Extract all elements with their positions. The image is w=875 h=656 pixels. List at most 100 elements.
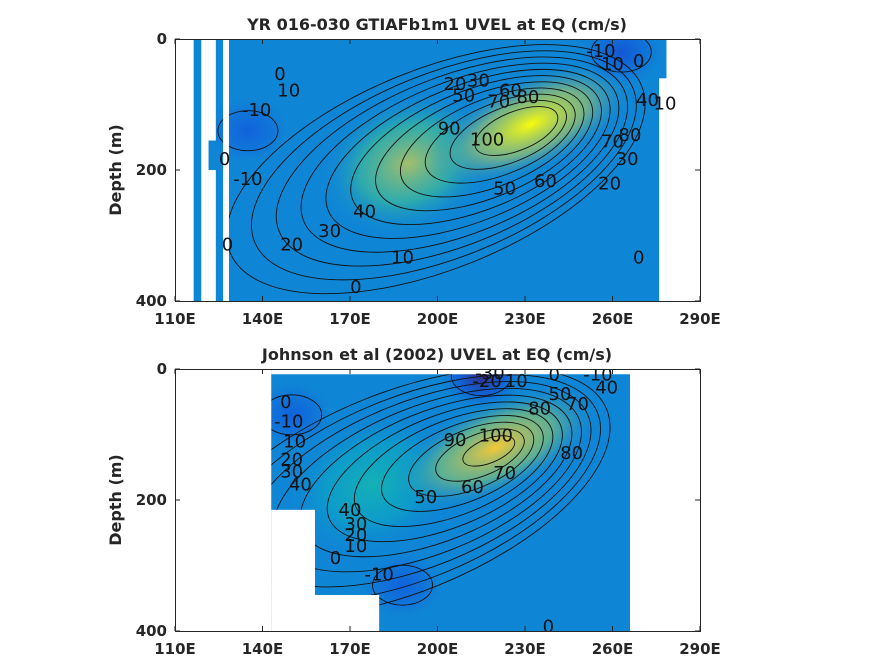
contour-label: 70 <box>601 131 624 152</box>
contour-label: 30 <box>280 461 303 482</box>
x-tick-label: 230E <box>504 640 546 656</box>
no-data-mask <box>271 369 630 375</box>
contour-label: 20 <box>280 450 303 471</box>
field-region <box>429 62 633 187</box>
contour-line <box>424 93 576 184</box>
contour-label: 90 <box>444 430 467 451</box>
contour-label: 50 <box>452 86 475 107</box>
contour-label: 30 <box>318 221 341 242</box>
chart-title: Johnson et al (2002) UVEL at EQ (cm/s) <box>261 345 612 364</box>
x-tick-label: 290E <box>679 640 721 656</box>
contour-label: 10 <box>283 431 306 452</box>
contour-label: -10 <box>274 412 303 433</box>
contour-label: 60 <box>534 171 557 192</box>
contour-label: 20 <box>280 234 303 255</box>
contour-line <box>350 75 602 226</box>
x-tick-label: 260E <box>592 640 634 656</box>
contour-label: 50 <box>549 384 572 405</box>
y-axis-label: Depth (m) <box>106 454 125 546</box>
x-tick-label: 170E <box>329 310 371 328</box>
x-tick-label: 230E <box>504 310 546 328</box>
contour-label: 0 <box>548 365 559 386</box>
x-tick-label: 140E <box>242 310 284 328</box>
contour-label: 20 <box>344 525 367 546</box>
x-tick-label: 290E <box>679 310 721 328</box>
y-tick-label: 400 <box>136 622 167 640</box>
contour-label: 90 <box>438 118 461 139</box>
contour-label: 30 <box>616 149 639 170</box>
contour-label: 40 <box>636 90 659 111</box>
no-data-mask <box>175 369 272 631</box>
y-tick-label: 200 <box>136 491 167 509</box>
contour-label: 50 <box>493 179 516 200</box>
contour-line <box>217 110 279 152</box>
contour-label: 100 <box>479 425 513 446</box>
contour-line <box>275 56 629 267</box>
contour-label: 10 <box>505 371 528 392</box>
contour-label: 20 <box>598 173 621 194</box>
contour-line <box>381 414 544 512</box>
contour-label: 0 <box>222 234 233 255</box>
no-data-mask <box>223 39 229 301</box>
contour-line <box>353 408 554 527</box>
y-tick-label: 400 <box>136 292 167 310</box>
contour-line <box>450 369 512 396</box>
contour-label: 40 <box>339 500 362 521</box>
contour-label: -10 <box>364 564 393 585</box>
contour-label: 0 <box>274 64 285 85</box>
no-data-mask <box>175 39 194 301</box>
field-region <box>576 39 667 89</box>
no-data-mask <box>315 594 380 631</box>
y-tick-label: 200 <box>136 161 167 179</box>
contour-lines <box>217 39 652 295</box>
contour-line <box>300 62 620 253</box>
no-data-mask <box>630 369 700 631</box>
no-data-mask <box>208 170 216 301</box>
x-axis: 110E 140E 170E 200E 230E 260E 290E <box>154 39 721 328</box>
contour-label: 80 <box>619 125 642 146</box>
contour-line <box>474 106 559 156</box>
contour-label: -10 <box>242 100 271 121</box>
contour-label: 40 <box>595 378 618 399</box>
contour-line <box>375 81 594 212</box>
contour-label: 20 <box>444 74 467 95</box>
contour-label: 10 <box>601 54 624 75</box>
contour-label: 70 <box>493 463 516 484</box>
no-data-mask <box>271 509 315 631</box>
x-tick-label: 170E <box>329 640 371 656</box>
y-tick-label: 0 <box>157 360 167 378</box>
contour-line <box>399 87 585 198</box>
contour-label: -20 <box>472 371 501 392</box>
no-data-mask <box>659 78 667 301</box>
contour-label: 70 <box>487 92 510 113</box>
contour-label: 60 <box>499 80 522 101</box>
contour-label: 100 <box>470 130 504 151</box>
chart-panel-top: YR 016-030 GTIAFb1m1 UVEL at EQ (cm/s) 0… <box>106 15 721 328</box>
x-tick-label: 200E <box>417 310 459 328</box>
contour-line <box>372 564 433 606</box>
contour-line <box>325 68 611 239</box>
contour-label: 30 <box>467 71 490 92</box>
contour-label: 0 <box>543 617 554 638</box>
no-data-mask <box>666 39 700 301</box>
contour-label: 0 <box>219 149 230 170</box>
contour-label: 10 <box>344 536 367 557</box>
x-tick-label: 110E <box>154 310 196 328</box>
contour-label: -30 <box>475 363 504 384</box>
no-data-mask <box>208 39 216 141</box>
contour-label: -10 <box>586 41 615 62</box>
contour-label: 80 <box>516 87 539 108</box>
x-tick-label: 110E <box>154 640 196 656</box>
contour-label: 10 <box>277 80 300 101</box>
contour-label: 80 <box>560 443 583 464</box>
y-tick-label: 0 <box>157 30 167 48</box>
x-tick-label: 260E <box>592 310 634 328</box>
contour-label: 80 <box>528 399 551 420</box>
contour-label: 40 <box>289 475 312 496</box>
contour-label: 0 <box>350 277 361 298</box>
